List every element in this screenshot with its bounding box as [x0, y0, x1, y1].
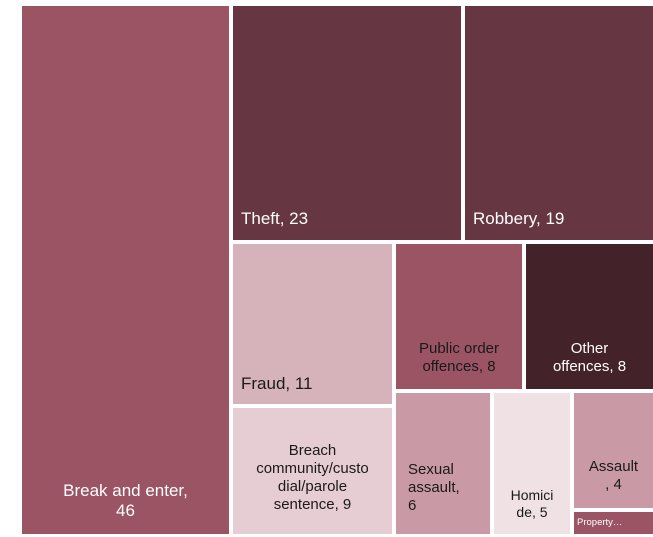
- treemap-tile-label: Break and enter, 46: [63, 481, 188, 521]
- treemap-tile: Fraud, 11: [233, 244, 392, 404]
- treemap-tile-label: Robbery, 19: [473, 209, 565, 228]
- treemap-tile: Break and enter, 46: [22, 6, 229, 534]
- treemap-tile: Breach community/custo dial/parole sente…: [233, 408, 392, 534]
- treemap-tile-label: Breach community/custo dial/parole sente…: [256, 442, 369, 513]
- treemap-tile: Theft, 23: [233, 6, 461, 240]
- treemap-tile-label: Fraud, 11: [241, 374, 313, 393]
- treemap-tile: Property…: [574, 512, 653, 534]
- treemap-tile: Sexual assault, 6: [396, 393, 490, 534]
- treemap-tile-label: Assault , 4: [588, 458, 639, 493]
- treemap-tile: Public order offences, 8: [396, 244, 522, 389]
- treemap-tile-label: Public order offences, 8: [418, 340, 500, 375]
- treemap-tile: Other offences, 8: [526, 244, 653, 389]
- treemap-tile: Robbery, 19: [465, 6, 653, 240]
- treemap-tile-label: Property…: [577, 517, 623, 528]
- treemap-tile: Homici de, 5: [494, 393, 570, 534]
- treemap-tile-label: Other offences, 8: [552, 340, 627, 375]
- treemap-tile-label: Sexual assault, 6: [408, 461, 460, 514]
- treemap-tile: Assault , 4: [574, 393, 653, 508]
- treemap-tile-label: Theft, 23: [241, 209, 309, 228]
- treemap-tile-label: Homici de, 5: [510, 487, 554, 520]
